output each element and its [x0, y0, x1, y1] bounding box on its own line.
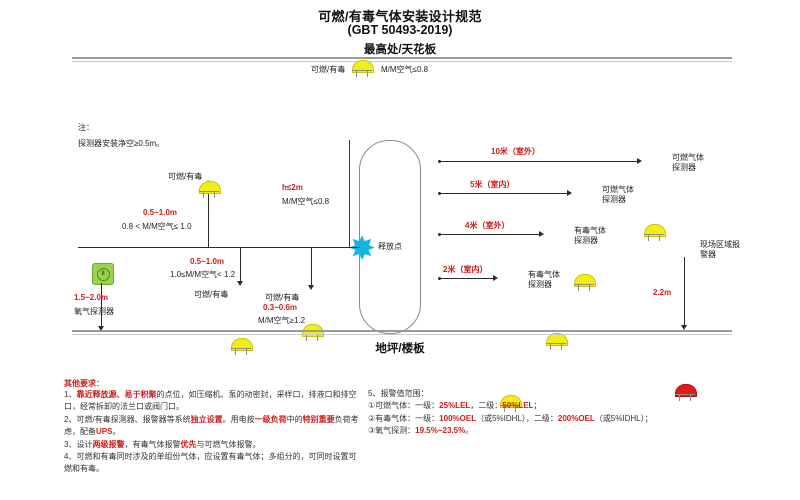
upper-left-formula: 0.8 < M/M空气≤ 1.0	[122, 222, 192, 231]
detector-icon-right-2	[571, 274, 597, 292]
oxygen-dim: 1.5~2.0m	[74, 293, 109, 302]
other-requirements-block: 其他要求： 1、靠近释放源、易于积聚的点位，如压缩机、泵的动密封，采样口，排液口…	[64, 378, 364, 476]
area-alarm-label: 现场区域报 警器	[700, 240, 740, 259]
ceiling-line	[72, 57, 732, 59]
arrow-down-mid	[308, 285, 314, 290]
low-dim: 0.3~0.6m	[263, 303, 298, 312]
distance-dim-3: 4米（室外）	[465, 221, 510, 230]
alarm-values-block: 5、报警值范围： ①可燃气体：一级：25%LEL，二级：50%LEL； ②有毒气体…	[368, 388, 698, 438]
branch-line-oxygen	[101, 283, 103, 328]
arrow-right-1	[637, 158, 642, 164]
note-line: ③氧气探测：19.5%~23.5%。	[368, 426, 474, 436]
vessel-shape	[359, 140, 421, 334]
alarm-values-heading: 5、报警值范围：	[368, 389, 429, 398]
vessel-tap-3	[438, 233, 441, 236]
note-line: ②有毒气体：一级：100%OEL（或5%IDHL），二级：200%OEL（或5%…	[368, 413, 653, 423]
note-line: 2、可燃/有毒探测器、报警器等系统独立设置。用电按一级负荷中的特别重要负荷考虑，…	[64, 414, 359, 437]
upper-left-dim: 0.5~1.0m	[143, 208, 178, 217]
distance-line-1	[441, 161, 639, 163]
page-title: 可燃/有毒气体安装设计规范	[318, 9, 482, 24]
detector-icon-right-4	[497, 395, 523, 413]
other-requirements-list: 1、靠近释放源、易于积聚的点位，如压缩机、泵的动密封，采样口，排液口和排空口，经…	[64, 389, 364, 476]
arrow-down-alarm	[681, 325, 687, 330]
branch-line-upper-left	[208, 183, 210, 247]
main-horizontal-line	[78, 247, 360, 249]
branch-line-low	[240, 247, 242, 283]
note-heading: 注：	[78, 123, 94, 132]
height-limit-formula: M/M空气≤0.8	[282, 197, 330, 206]
arrow-down-low	[237, 281, 243, 286]
distance-dim-2: 5米（室内）	[470, 180, 515, 189]
alarm-mount-line	[684, 257, 686, 327]
distance-line-4	[441, 278, 495, 280]
oxygen-detector-icon: II	[92, 263, 114, 285]
release-point-label: 释放点	[378, 242, 402, 251]
detector-icon-low	[228, 338, 254, 356]
low-detector-label: 可燃/有毒	[194, 290, 229, 299]
ceiling-detector-label: 可燃/有毒	[311, 65, 346, 74]
distance-line-3	[441, 234, 541, 236]
note-line: 4、可燃和有毒同时涉及的单组份气体，应设置有毒气体；多组分的，可同时设置可燃和有…	[64, 451, 357, 474]
vessel-tap-4	[438, 277, 441, 280]
note-line: 1、靠近释放源、易于积聚的点位，如压缩机、泵的动密封，采样口，排液口和排空口，经…	[64, 390, 357, 412]
distance-dim-4: 2米（室内）	[443, 265, 488, 274]
distance-label-4: 有毒气体 探测器	[528, 270, 560, 289]
area-alarm-icon	[672, 384, 698, 402]
mid-detector-label: 可燃/有毒	[265, 293, 300, 302]
floor-label: 地坪/楼板	[375, 343, 425, 355]
detector-icon-ceiling	[349, 60, 375, 78]
branch-line-mid	[311, 247, 313, 287]
oxygen-symbol: II	[96, 267, 110, 281]
detector-icon-right-1	[641, 224, 667, 242]
low-formula: M/M空气≥1.2	[258, 316, 306, 325]
alarm-dim: 2.2m	[653, 288, 672, 297]
mid-dim: 0.5~1.0m	[190, 257, 225, 266]
standard-code: (GBT 50493-2019)	[347, 23, 453, 37]
ceiling-detector-formula: M/M空气≤0.8	[381, 65, 429, 74]
arrow-right-3	[539, 231, 544, 237]
arrow-right-2	[567, 190, 572, 196]
mid-formula: 1.0≤M/M空气< 1.2	[170, 270, 236, 279]
distance-line-2	[441, 193, 569, 195]
floor-line	[72, 330, 732, 332]
note-line: 3、设计两级报警，有毒气体报警优先与可燃气体报警。	[64, 439, 261, 449]
ceiling-label: 最高处/天花板	[363, 44, 437, 56]
detector-icon-right-3	[543, 333, 569, 351]
distance-label-2: 可燃气体 探测器	[602, 185, 634, 204]
distance-label-3: 有毒气体 探测器	[574, 226, 606, 245]
detector-icon-upper-left	[196, 181, 222, 199]
arrow-down-oxygen	[98, 326, 104, 331]
oxygen-detector-label: 氧气探测器	[74, 307, 114, 316]
ceiling-line-inner	[72, 61, 732, 62]
upper-left-detector-label: 可燃/有毒	[168, 172, 203, 181]
release-point-icon	[349, 234, 375, 264]
note-clearance: 探测器安装净空≥0.5m。	[78, 139, 165, 148]
other-requirements-heading: 其他要求：	[64, 379, 104, 388]
vessel-tap-2	[438, 192, 441, 195]
distance-label-1: 可燃气体 探测器	[672, 153, 704, 172]
note-line: ①可燃气体：一级：25%LEL，二级：50%LEL；	[368, 401, 542, 411]
arrow-right-4	[493, 275, 498, 281]
height-limit-dim: h≤2m	[282, 183, 303, 192]
height-reference-line	[349, 140, 351, 247]
vessel-tap-1	[438, 160, 441, 163]
alarm-values-list: ①可燃气体：一级：25%LEL，二级：50%LEL； ②有毒气体：一级：100%O…	[368, 400, 698, 437]
distance-dim-1: 10米（室外）	[491, 147, 540, 156]
floor-line-inner	[72, 334, 732, 335]
